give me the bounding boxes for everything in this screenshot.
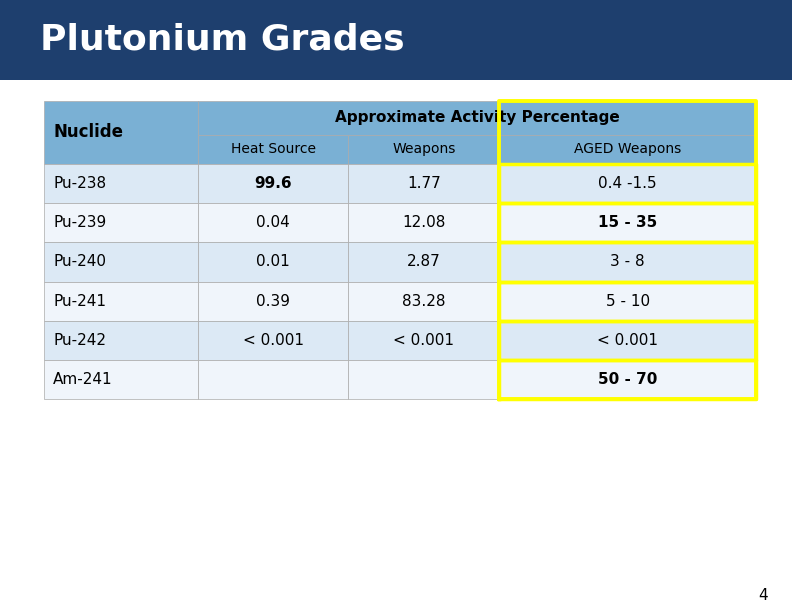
Text: Weapons: Weapons — [392, 143, 455, 156]
FancyBboxPatch shape — [348, 360, 499, 399]
FancyBboxPatch shape — [499, 360, 756, 399]
Text: 83.28: 83.28 — [402, 294, 445, 308]
Text: 2.87: 2.87 — [407, 255, 440, 269]
FancyBboxPatch shape — [198, 242, 348, 282]
FancyBboxPatch shape — [499, 203, 756, 242]
FancyBboxPatch shape — [499, 242, 756, 282]
FancyBboxPatch shape — [198, 135, 348, 164]
Text: 3 - 8: 3 - 8 — [611, 255, 645, 269]
FancyBboxPatch shape — [44, 164, 198, 203]
Text: Pu-238: Pu-238 — [53, 176, 106, 191]
Text: 0.4 -1.5: 0.4 -1.5 — [598, 176, 657, 191]
Text: Nuclide: Nuclide — [53, 124, 123, 141]
FancyBboxPatch shape — [348, 282, 499, 321]
Text: Plutonium Grades: Plutonium Grades — [40, 23, 404, 57]
Text: 5 - 10: 5 - 10 — [606, 294, 649, 308]
Text: Pu-240: Pu-240 — [53, 255, 106, 269]
FancyBboxPatch shape — [348, 135, 499, 164]
FancyBboxPatch shape — [198, 101, 756, 135]
FancyBboxPatch shape — [499, 164, 756, 203]
Text: Pu-242: Pu-242 — [53, 333, 106, 348]
FancyBboxPatch shape — [499, 321, 756, 360]
FancyBboxPatch shape — [44, 282, 198, 321]
Text: AGED Weapons: AGED Weapons — [574, 143, 681, 156]
FancyBboxPatch shape — [198, 360, 348, 399]
FancyBboxPatch shape — [198, 203, 348, 242]
Text: Heat Source: Heat Source — [230, 143, 316, 156]
Text: Approximate Activity Percentage: Approximate Activity Percentage — [335, 110, 619, 125]
FancyBboxPatch shape — [44, 360, 198, 399]
Text: 0.01: 0.01 — [257, 255, 290, 269]
FancyBboxPatch shape — [348, 242, 499, 282]
FancyBboxPatch shape — [198, 321, 348, 360]
FancyBboxPatch shape — [499, 135, 756, 164]
Text: < 0.001: < 0.001 — [597, 333, 658, 348]
Text: 0.39: 0.39 — [257, 294, 290, 308]
FancyBboxPatch shape — [198, 164, 348, 203]
Text: 50 - 70: 50 - 70 — [598, 372, 657, 387]
Text: < 0.001: < 0.001 — [393, 333, 455, 348]
FancyBboxPatch shape — [499, 282, 756, 321]
FancyBboxPatch shape — [198, 282, 348, 321]
Text: 15 - 35: 15 - 35 — [598, 215, 657, 230]
FancyBboxPatch shape — [44, 321, 198, 360]
Text: Am-241: Am-241 — [53, 372, 112, 387]
FancyBboxPatch shape — [44, 203, 198, 242]
FancyBboxPatch shape — [44, 101, 198, 164]
Text: Pu-239: Pu-239 — [53, 215, 106, 230]
Text: 0.04: 0.04 — [257, 215, 290, 230]
Text: Pu-241: Pu-241 — [53, 294, 106, 308]
FancyBboxPatch shape — [348, 321, 499, 360]
Text: 99.6: 99.6 — [254, 176, 292, 191]
FancyBboxPatch shape — [348, 203, 499, 242]
Text: 1.77: 1.77 — [407, 176, 440, 191]
FancyBboxPatch shape — [44, 242, 198, 282]
FancyBboxPatch shape — [0, 0, 792, 80]
FancyBboxPatch shape — [348, 164, 499, 203]
Text: 12.08: 12.08 — [402, 215, 445, 230]
Text: 4: 4 — [759, 588, 768, 603]
Text: < 0.001: < 0.001 — [242, 333, 304, 348]
